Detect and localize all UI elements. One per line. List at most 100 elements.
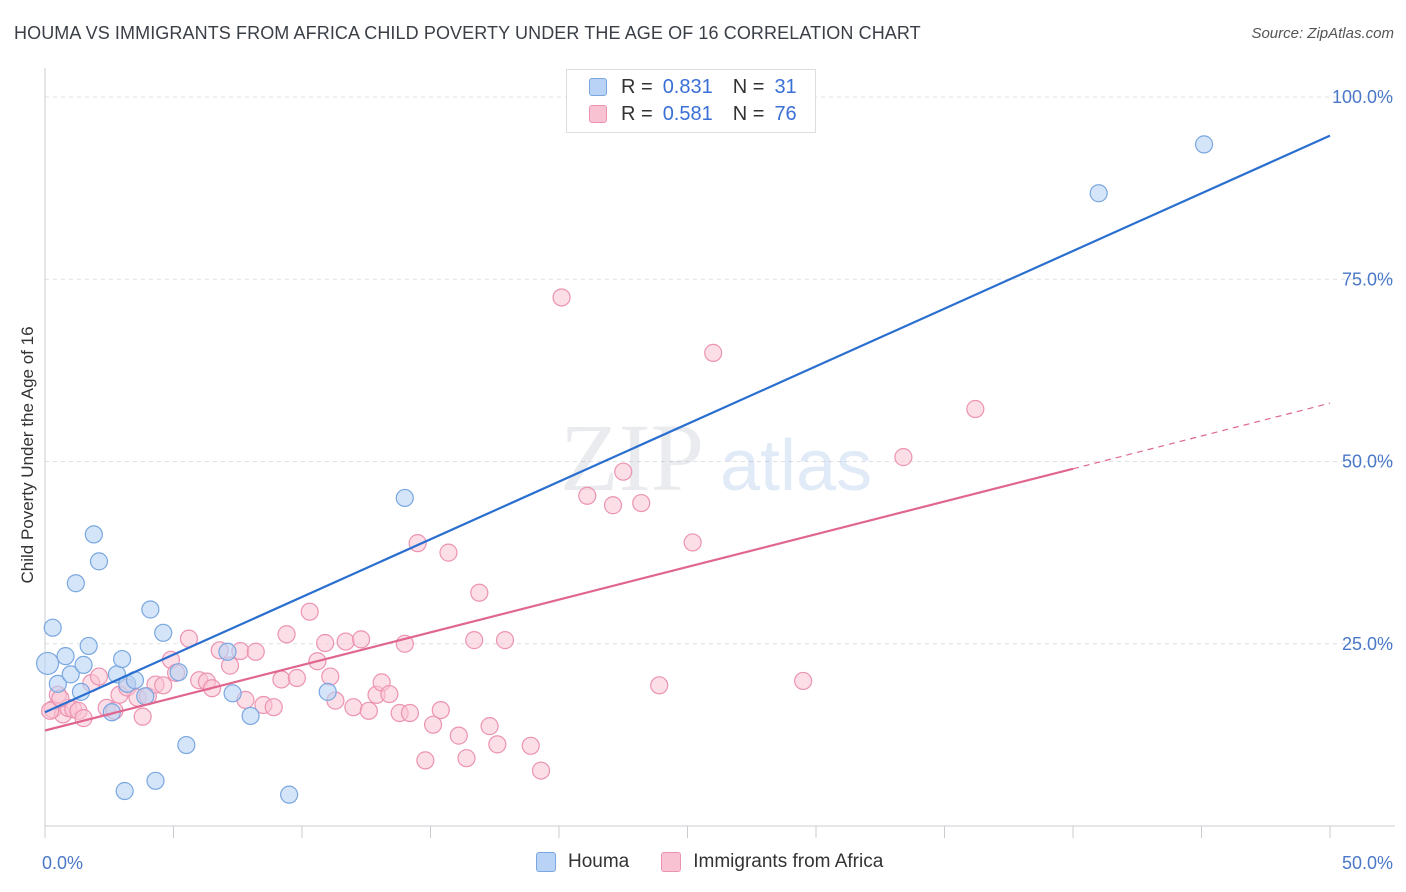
n-value: 31 [774, 75, 797, 98]
trend-lines [44, 134, 1331, 732]
africa-point [794, 671, 813, 691]
n-value: 76 [774, 102, 797, 125]
houma-point [115, 781, 134, 801]
houma-point [280, 785, 299, 804]
africa-point [400, 703, 420, 723]
houma-point [84, 525, 103, 544]
houma-point [43, 618, 62, 637]
africa-point [352, 630, 371, 649]
axes [44, 68, 1395, 838]
watermark: ZIP atlas [560, 404, 872, 511]
africa-point [380, 684, 399, 704]
tick-labels: 25.0% 50.0% 75.0% 100.0% 0.0% 50.0% [42, 87, 1393, 873]
africa-point [300, 602, 319, 621]
africa-point [449, 726, 468, 745]
gridlines [45, 96, 1395, 645]
chart-title: HOUMA VS IMMIGRANTS FROM AFRICA CHILD PO… [14, 23, 921, 43]
legend-item-houma: Houma [536, 851, 629, 873]
x-tick-label: 50.0% [1342, 853, 1393, 873]
houma-point [79, 636, 98, 656]
africa-point [287, 668, 306, 688]
houma-point [318, 682, 337, 701]
africa-point [683, 533, 702, 552]
watermark-atlas: atlas [720, 426, 872, 506]
africa-point [465, 631, 484, 650]
africa-point [246, 642, 265, 661]
legend-item-africa: Immigrants from Africa [661, 851, 883, 873]
africa-point [344, 698, 363, 717]
houma-swatch [589, 78, 607, 96]
africa-trend-extension [1072, 402, 1331, 470]
africa-point [439, 543, 458, 562]
africa-point [552, 288, 571, 307]
houma-point [48, 674, 67, 693]
africa-point [431, 700, 450, 720]
r-value: 0.581 [662, 102, 713, 125]
africa-point [480, 717, 499, 736]
x-tick-label: 0.0% [42, 853, 83, 873]
africa-point [614, 462, 633, 481]
houma-point [169, 663, 188, 682]
y-tick-label: 50.0% [1342, 452, 1393, 472]
africa-point [488, 735, 507, 754]
africa-point [416, 751, 435, 770]
africa-point [531, 761, 551, 780]
houma-point [177, 735, 196, 755]
r-value: 0.831 [662, 75, 713, 98]
africa-swatch [589, 105, 607, 123]
africa-point [133, 707, 152, 726]
houma-trend-line [44, 134, 1331, 714]
africa-point [632, 493, 651, 513]
houma-point [89, 552, 109, 571]
houma-point [154, 623, 173, 642]
y-tick-label: 25.0% [1342, 634, 1393, 654]
africa-point [470, 583, 489, 602]
legend-row-houma: R = 0.831 N = 31 [589, 74, 797, 100]
africa-point [359, 701, 378, 720]
africa-point [336, 632, 355, 651]
legend-label-africa: Immigrants from Africa [693, 851, 884, 872]
r-label: R = [621, 102, 653, 125]
africa-point [423, 715, 443, 734]
africa-swatch [661, 852, 682, 872]
houma-point [223, 684, 242, 703]
africa-point [603, 496, 623, 515]
houma-point [112, 649, 132, 669]
houma-point [66, 574, 85, 593]
y-tick-label: 100.0% [1332, 87, 1393, 107]
africa-point [316, 633, 335, 653]
africa-point [966, 399, 985, 419]
africa-point [457, 749, 476, 768]
africa-point [704, 343, 723, 362]
houma-point [141, 600, 160, 619]
houma-point [1089, 184, 1108, 203]
africa-point [89, 667, 109, 686]
africa-point [272, 670, 291, 689]
houma-point [136, 687, 155, 706]
houma-point [218, 642, 237, 661]
houma-point [74, 655, 93, 674]
r-label: R = [621, 75, 653, 98]
houma-point [146, 771, 165, 790]
africa-point [495, 631, 515, 650]
africa-point [321, 667, 340, 686]
series-legend: Houma Immigrants from Africa [536, 851, 915, 873]
africa-point [650, 676, 669, 695]
africa-point [578, 486, 597, 505]
houma-point [241, 706, 260, 726]
houma-point [395, 488, 414, 508]
houma-points [35, 135, 1214, 804]
houma-point [1194, 135, 1214, 154]
houma-swatch [536, 852, 556, 872]
africa-points [41, 288, 985, 780]
africa-point [894, 448, 913, 467]
houma-point [61, 665, 80, 684]
source-label: Source: ZipAtlas.com [1251, 25, 1394, 42]
africa-point [154, 676, 173, 695]
africa-point [264, 698, 283, 717]
y-tick-label: 75.0% [1342, 269, 1393, 289]
legend-row-africa: R = 0.581 N = 76 [589, 101, 797, 127]
africa-trend-line [44, 467, 1074, 732]
houma-point [56, 647, 75, 666]
